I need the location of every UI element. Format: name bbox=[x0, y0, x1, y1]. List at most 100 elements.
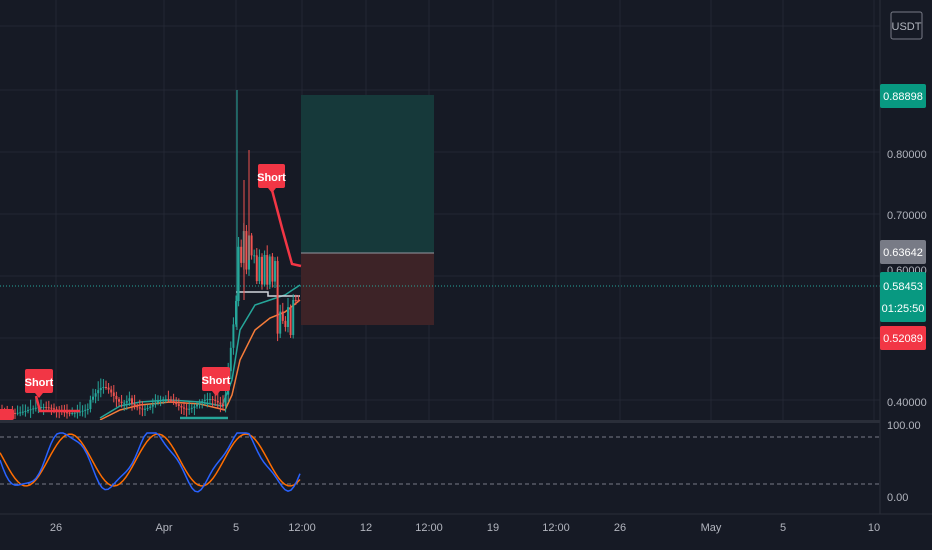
candle-body bbox=[40, 407, 42, 409]
candle-body bbox=[16, 412, 19, 414]
pane-separator[interactable] bbox=[0, 420, 880, 423]
candle-body bbox=[146, 407, 149, 409]
candle-body bbox=[167, 399, 170, 401]
moving-averages bbox=[99, 284, 301, 421]
candle-body bbox=[203, 399, 206, 402]
candle-body bbox=[42, 407, 45, 409]
candle-body bbox=[66, 412, 68, 414]
x-tick: 10 bbox=[868, 522, 880, 534]
short-signal[interactable]: Short bbox=[25, 369, 54, 398]
candle-body bbox=[53, 408, 55, 410]
candle-body bbox=[261, 256, 263, 285]
candle-body bbox=[271, 256, 274, 282]
svg-text:0.88898: 0.88898 bbox=[883, 91, 923, 103]
time-axis[interactable]: 26 Apr 5 12:00 12 12:00 19 12:00 26 May … bbox=[0, 513, 932, 550]
bar-countdown: 01:25:50 bbox=[882, 303, 925, 315]
candle-body bbox=[81, 410, 84, 412]
candle-body bbox=[21, 411, 24, 413]
candle-body bbox=[188, 408, 191, 410]
candle-body bbox=[229, 347, 232, 372]
candle-body bbox=[123, 402, 126, 404]
candle-body bbox=[297, 300, 300, 301]
candle-body bbox=[86, 409, 89, 411]
candle-body bbox=[224, 394, 227, 407]
stop-price-tag: 0.52089 bbox=[880, 326, 926, 350]
support-step-line bbox=[236, 291, 300, 297]
candle-body bbox=[287, 307, 289, 327]
entry-price-tag: 0.63642 bbox=[880, 240, 926, 264]
candle-body bbox=[276, 261, 279, 334]
candle-body bbox=[125, 401, 128, 403]
svg-text:0.58453: 0.58453 bbox=[883, 281, 923, 293]
x-tick: 12:00 bbox=[415, 522, 443, 534]
candle-body bbox=[211, 399, 214, 401]
price-axis[interactable]: USDT 0.80000 0.70000 0.40000 0.60000 100… bbox=[879, 0, 932, 514]
candle-body bbox=[120, 401, 123, 403]
candle-body bbox=[102, 387, 105, 389]
candle-body bbox=[292, 300, 295, 335]
y-tick: 0.70000 bbox=[887, 210, 927, 222]
moving-average-slow bbox=[99, 299, 301, 421]
x-tick: 26 bbox=[50, 522, 62, 534]
candle-body bbox=[162, 399, 165, 401]
short-signal[interactable]: Short bbox=[257, 164, 286, 193]
candle-body bbox=[112, 392, 115, 396]
candle-body bbox=[138, 407, 141, 409]
candle-body bbox=[131, 398, 133, 405]
currency-label: USDT bbox=[892, 21, 922, 33]
candle-body bbox=[190, 407, 193, 409]
candle-body bbox=[183, 407, 185, 409]
candle-body bbox=[198, 402, 201, 405]
candle-body bbox=[27, 410, 29, 412]
candle-body bbox=[84, 409, 87, 411]
candle-body bbox=[71, 412, 74, 414]
candle-body bbox=[94, 393, 97, 397]
candle-body bbox=[279, 311, 282, 334]
candle-body bbox=[175, 402, 178, 405]
candle-body bbox=[55, 409, 58, 411]
short-signal[interactable]: Short bbox=[202, 367, 231, 396]
candle-body bbox=[50, 407, 53, 409]
candles bbox=[1, 90, 300, 419]
candle-body bbox=[237, 246, 240, 301]
candle-body bbox=[206, 399, 209, 401]
moving-average-fast bbox=[99, 284, 301, 419]
candle-body bbox=[214, 399, 217, 401]
candle-body bbox=[24, 410, 27, 412]
x-tick: May bbox=[701, 522, 722, 534]
candle-body bbox=[144, 408, 146, 410]
svg-text:0.63642: 0.63642 bbox=[883, 247, 923, 259]
candle-body bbox=[105, 387, 107, 389]
candle-body bbox=[253, 255, 256, 257]
candle-body bbox=[232, 324, 235, 348]
candle-body bbox=[110, 389, 113, 393]
short-signal-partial[interactable] bbox=[0, 409, 14, 420]
candle-body bbox=[19, 412, 22, 414]
y-tick: 0.40000 bbox=[887, 397, 927, 409]
candle-body bbox=[73, 412, 76, 414]
candle-body bbox=[164, 399, 167, 401]
candle-body bbox=[76, 412, 79, 414]
current-price-tag: 0.58453 01:25:50 bbox=[880, 272, 926, 322]
signal-trail-line bbox=[270, 189, 302, 268]
currency-badge[interactable] bbox=[890, 11, 923, 40]
signal-trail-line-left bbox=[34, 395, 80, 413]
candle-body bbox=[157, 401, 159, 403]
candle-body bbox=[289, 307, 292, 335]
candle-body bbox=[263, 255, 266, 285]
svg-text:0.52089: 0.52089 bbox=[883, 333, 923, 345]
candle-body bbox=[180, 405, 183, 408]
profit-zone[interactable] bbox=[301, 95, 434, 253]
candle-body bbox=[258, 256, 261, 282]
x-tick: 12 bbox=[360, 522, 372, 534]
candle-body bbox=[118, 399, 120, 402]
candle-body bbox=[177, 404, 180, 406]
candle-body bbox=[250, 235, 253, 256]
candle-body bbox=[154, 402, 157, 405]
candle-body bbox=[159, 399, 162, 402]
candle-body bbox=[99, 387, 102, 391]
x-tick: 12:00 bbox=[288, 522, 316, 534]
loss-zone[interactable] bbox=[301, 253, 434, 325]
svg-text:Short: Short bbox=[202, 375, 231, 387]
